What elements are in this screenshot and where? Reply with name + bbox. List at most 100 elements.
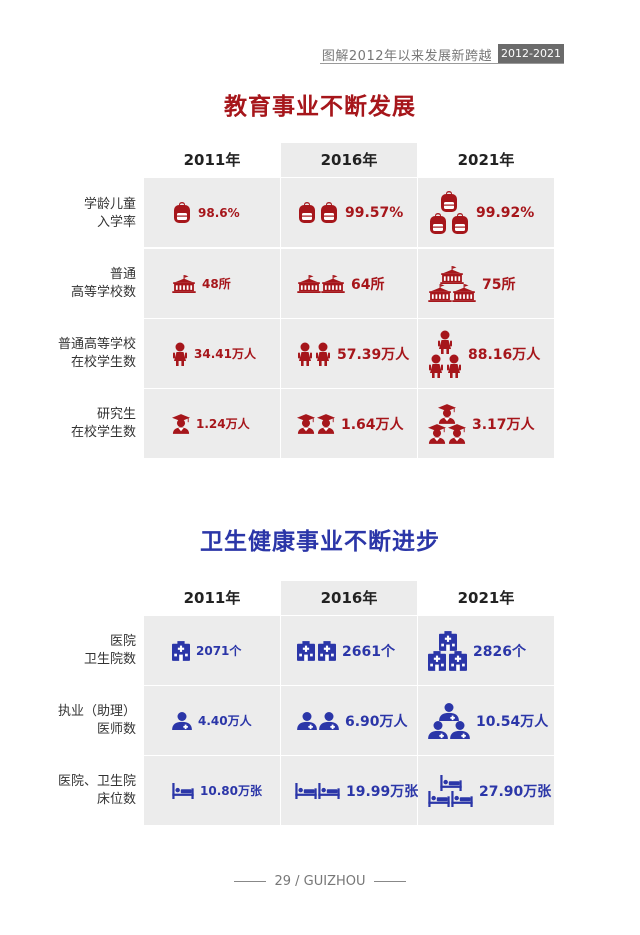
row-label-hospitals: 医院 卫生院数 [40, 633, 136, 669]
row-label-undergrad-students: 普通高等学校 在校学生数 [40, 336, 136, 372]
graduate-icon [428, 424, 446, 444]
value-beds-2016: 19.99万张 [346, 783, 419, 800]
student-icon [315, 342, 331, 366]
cell-enrollment-2016: 99.57% [281, 178, 417, 247]
row-label-line2: 在校学生数 [70, 425, 136, 440]
doctor-icon [319, 712, 339, 730]
student-icon [428, 354, 444, 378]
row-label-line1: 普通 [109, 267, 136, 282]
cell-universities-2011: 48所 [144, 249, 280, 318]
backpack-icon [428, 213, 448, 235]
page-header: 图解2012年以来发展新跨越 2012-2021 [0, 44, 640, 64]
value-graduates-2011: 1.24万人 [196, 417, 250, 431]
school-building-icon [321, 275, 345, 293]
health-title: 卫生健康事业不断进步 [200, 528, 440, 555]
backpack-icon [439, 191, 459, 213]
value-enrollment-2011: 98.6% [198, 205, 240, 220]
value-graduates-2016: 1.64万人 [341, 416, 404, 433]
row-label-line2: 高等学校数 [70, 285, 136, 300]
row-label-line1: 研究生 [96, 407, 136, 422]
value-enrollment-2016: 99.57% [345, 204, 404, 221]
value-doctors-2021: 10.54万人 [476, 713, 549, 730]
cell-universities-2021: 75所 [418, 249, 554, 318]
page-number: 29 / GUIZHOU [274, 874, 366, 889]
cell-students-2011: 34.41万人 [144, 319, 280, 388]
backpack-icon [319, 202, 339, 224]
student-icon [297, 342, 313, 366]
education-col-2011: 2011年 [183, 151, 241, 169]
cell-graduates-2021: 3.17万人 [418, 389, 554, 458]
row-label-line2: 床位数 [96, 792, 136, 807]
cell-graduates-2011: 1.24万人 [144, 389, 280, 458]
health-col-2021: 2021年 [457, 589, 515, 607]
cell-beds-2021: 27.90万张 [418, 756, 554, 825]
page-footer: 29 / GUIZHOU [0, 874, 640, 889]
student-icon [437, 330, 453, 354]
cell-graduates-2016: 1.64万人 [281, 389, 417, 458]
bed-icon [440, 775, 462, 791]
student-icon [172, 342, 188, 366]
row-label-line1: 医院 [109, 634, 136, 649]
graduate-icon [448, 424, 466, 444]
school-building-icon [440, 266, 464, 284]
student-icon [446, 354, 462, 378]
cell-students-2021: 88.16万人 [418, 319, 554, 388]
footer-line-right [373, 881, 406, 882]
value-beds-2011: 10.80万张 [200, 784, 262, 798]
value-students-2011: 34.41万人 [194, 347, 256, 361]
row-label-doctors: 执业（助理） 医师数 [40, 703, 136, 739]
school-building-icon [172, 275, 196, 293]
education-title: 教育事业不断发展 [224, 93, 416, 120]
value-doctors-2011: 4.40万人 [198, 714, 252, 728]
doctor-icon [428, 721, 448, 739]
row-label-line2: 医师数 [96, 722, 136, 737]
cell-beds-2016: 19.99万张 [281, 756, 419, 825]
row-label-universities: 普通 高等学校数 [40, 266, 136, 302]
cell-universities-2016: 64所 [281, 249, 417, 318]
doctor-icon [439, 703, 459, 721]
graduate-icon [317, 414, 335, 434]
doctor-icon [297, 712, 317, 730]
row-label-beds: 医院、卫生院 床位数 [40, 773, 136, 809]
row-label-line1: 医院、卫生院 [57, 774, 136, 789]
row-label-enrollment: 学龄儿童 入学率 [40, 196, 136, 232]
cell-students-2016: 57.39万人 [281, 319, 417, 388]
value-enrollment-2021: 99.92% [476, 204, 535, 221]
header-title: 图解2012年以来发展新跨越 [321, 49, 492, 64]
doctor-icon [450, 721, 470, 739]
value-students-2016: 57.39万人 [337, 346, 410, 363]
bed-icon [295, 783, 317, 799]
school-building-icon [428, 284, 452, 302]
backpack-icon [172, 202, 192, 224]
cell-doctors-2011: 4.40万人 [144, 686, 280, 755]
value-universities-2011: 48所 [202, 277, 231, 291]
header-divider [320, 63, 564, 64]
health-col-2016: 2016年 [281, 581, 417, 615]
value-universities-2016: 64所 [351, 276, 385, 293]
hospital-icon [297, 641, 315, 661]
doctor-icon [172, 712, 192, 730]
cell-hospitals-2016: 2661个 [281, 616, 417, 685]
row-label-line2: 卫生院数 [83, 652, 136, 667]
row-label-line1: 普通高等学校 [57, 337, 136, 352]
value-graduates-2021: 3.17万人 [472, 416, 535, 433]
hospital-icon [428, 651, 446, 671]
health-col-2011: 2011年 [183, 589, 241, 607]
row-label-line1: 执业（助理） [57, 704, 136, 719]
cell-enrollment-2011: 98.6% [144, 178, 280, 247]
row-label-line2: 入学率 [96, 215, 136, 230]
backpack-icon [297, 202, 317, 224]
header-badge: 2012-2021 [498, 44, 564, 63]
footer-line-left [234, 881, 267, 882]
school-building-icon [452, 284, 476, 302]
value-universities-2021: 75所 [482, 276, 516, 293]
hospital-icon [439, 631, 457, 651]
cell-enrollment-2021: 99.92% [418, 178, 554, 247]
education-col-2021: 2021年 [457, 151, 515, 169]
bed-icon [318, 783, 340, 799]
graduate-icon [172, 414, 190, 434]
graduate-icon [438, 404, 456, 424]
value-hospitals-2011: 2071个 [196, 644, 242, 658]
hospital-icon [172, 641, 190, 661]
value-doctors-2016: 6.90万人 [345, 713, 408, 730]
